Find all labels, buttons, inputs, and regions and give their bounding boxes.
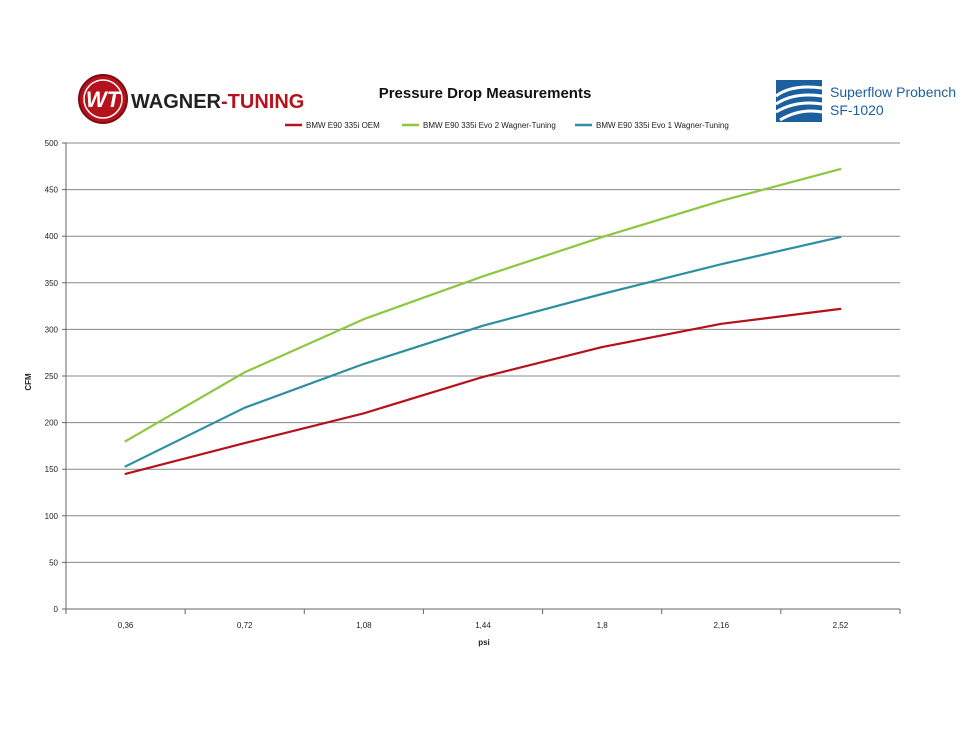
- y-tick-label: 500: [45, 139, 59, 148]
- y-tick-label: 300: [45, 325, 59, 334]
- axes: [62, 142, 901, 614]
- gridlines: [66, 142, 900, 563]
- superflow-wave-1: [775, 85, 823, 98]
- wagner-logo-mark: WT: [86, 87, 122, 112]
- y-tick-label: 200: [45, 419, 59, 428]
- series-line-1: [124, 307, 842, 475]
- y-tick-label: 0: [54, 605, 59, 614]
- y-tick-label: 450: [45, 186, 59, 195]
- y-axis-label: CFM: [24, 373, 33, 391]
- legend-label-evo2: BMW E90 335i Evo 2 Wagner-Tuning: [423, 121, 556, 130]
- wagner-logo-circle: [78, 74, 128, 124]
- wagner-logo-inner-ring: [83, 79, 123, 119]
- superflow-logo: Superflow Probench SF-1020: [775, 80, 956, 122]
- y-tick-label: 100: [45, 512, 59, 521]
- tick-labels: 0 50 100 150 200 250 300 350 400 450 500 0,36 0,72 1,…: [45, 139, 849, 630]
- chart-title: Pressure Drop Measurements: [379, 85, 592, 102]
- legend-label-evo1: BMW E90 335i Evo 1 Wagner-Tuning: [596, 121, 729, 130]
- superflow-logo-line2: SF-1020: [830, 102, 884, 118]
- legend-item-evo1: BMW E90 335i Evo 1 Wagner-Tuning: [575, 121, 729, 130]
- wagner-logo-text-a: WAGNER: [131, 91, 222, 113]
- x-tick-label: 1,8: [597, 621, 609, 630]
- x-tick-label: 0,72: [237, 621, 253, 630]
- x-tick-label: 0,36: [118, 621, 134, 630]
- chart-legend: BMW E90 335i OEM BMW E90 335i Evo 2 Wagn…: [285, 121, 729, 130]
- series-line-3: [124, 236, 842, 468]
- y-tick-label: 150: [45, 465, 59, 474]
- x-tick-label: 1,08: [356, 621, 372, 630]
- superflow-logo-line1: Superflow Probench: [830, 84, 956, 100]
- x-tick-label: 1,44: [475, 621, 491, 630]
- wagner-logo-wordmark: WAGNER-TUNING: [131, 91, 304, 113]
- series-lines: [124, 168, 842, 475]
- wagner-logo-text-b: -TUNING: [221, 91, 304, 113]
- series-line-2: [124, 168, 842, 443]
- legend-item-evo2: BMW E90 335i Evo 2 Wagner-Tuning: [402, 121, 556, 130]
- y-tick-label: 50: [49, 558, 58, 567]
- y-tick-label: 250: [45, 372, 59, 381]
- y-tick-label: 350: [45, 279, 59, 288]
- wagner-tuning-logo: WT WAGNER-TUNING: [78, 74, 304, 124]
- legend-item-oem: BMW E90 335i OEM: [285, 121, 380, 130]
- superflow-wave-3: [775, 101, 823, 114]
- legend-label-oem: BMW E90 335i OEM: [306, 121, 380, 130]
- superflow-wave-4: [779, 109, 823, 122]
- x-tick-label: 2,52: [833, 621, 849, 630]
- y-tick-label: 400: [45, 232, 59, 241]
- x-axis-label: psi: [478, 638, 490, 647]
- x-tick-label: 2,16: [713, 621, 729, 630]
- superflow-wave-2: [775, 93, 823, 106]
